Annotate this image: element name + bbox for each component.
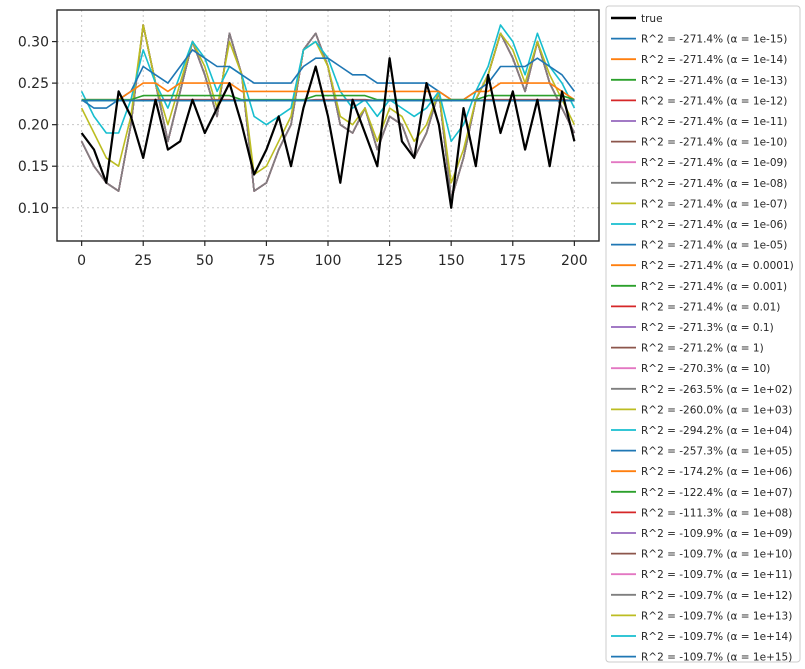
- x-tick-label-1: 25: [134, 253, 152, 269]
- legend-label-27: R^2 = -109.7% (α = 1e+11): [641, 569, 792, 581]
- legend-label-29: R^2 = -109.7% (α = 1e+13): [641, 610, 792, 622]
- legend-label-7: R^2 = -271.4% (α = 1e-09): [641, 157, 787, 169]
- legend-label-2: R^2 = -271.4% (α = 1e-14): [641, 54, 787, 66]
- x-tick-label-8: 200: [561, 253, 588, 269]
- legend-label-31: R^2 = -109.7% (α = 1e+15): [641, 652, 792, 664]
- x-tick-label-5: 125: [376, 253, 403, 269]
- series-line-14: [81, 98, 575, 102]
- legend-label-4: R^2 = -271.4% (α = 1e-12): [641, 95, 787, 107]
- y-tick-label-4: 0.30: [18, 35, 49, 51]
- x-tick-label-2: 50: [196, 253, 214, 269]
- legend-label-26: R^2 = -109.7% (α = 1e+10): [641, 549, 792, 561]
- legend-label-13: R^2 = -271.4% (α = 0.001): [641, 281, 787, 293]
- legend-label-24: R^2 = -111.3% (α = 1e+08): [641, 507, 792, 519]
- legend-label-12: R^2 = -271.4% (α = 0.0001): [641, 260, 794, 272]
- legend-label-23: R^2 = -122.4% (α = 1e+07): [641, 487, 792, 499]
- axis-ticks: 0 25 50 75 100 125 150 175 200 0.10 0.15 0.20 0.25 0.…: [18, 35, 588, 269]
- x-tick-label-4: 100: [315, 253, 342, 269]
- legend-label-1: R^2 = -271.4% (α = 1e-15): [641, 34, 787, 46]
- legend-label-17: R^2 = -270.3% (α = 10): [641, 363, 770, 375]
- y-tick-label-2: 0.20: [18, 118, 49, 134]
- x-tick-label-7: 175: [499, 253, 526, 269]
- legend-label-9: R^2 = -271.4% (α = 1e-07): [641, 198, 787, 210]
- x-tick-label-3: 75: [257, 253, 275, 269]
- legend-label-21: R^2 = -257.3% (α = 1e+05): [641, 446, 792, 458]
- legend-label-28: R^2 = -109.7% (α = 1e+12): [641, 590, 792, 602]
- series-line-9: [80, 24, 576, 184]
- legend-label-0: true: [641, 13, 663, 25]
- legend: true R^2 = -271.4% (α = 1e-15) R^2 = -271.…: [605, 5, 801, 664]
- legend-label-20: R^2 = -294.2% (α = 1e+04): [641, 425, 792, 437]
- plot-series: [80, 24, 576, 209]
- legend-label-15: R^2 = -271.3% (α = 0.1): [641, 322, 774, 334]
- y-tick-label-1: 0.15: [18, 159, 49, 175]
- legend-label-5: R^2 = -271.4% (α = 1e-11): [641, 116, 787, 128]
- legend-label-3: R^2 = -271.4% (α = 1e-13): [641, 75, 787, 87]
- y-tick-label-3: 0.25: [18, 76, 49, 92]
- legend-label-14: R^2 = -271.4% (α = 0.01): [641, 301, 780, 313]
- series-line-0: [80, 57, 576, 209]
- legend-label-6: R^2 = -271.4% (α = 1e-10): [641, 137, 787, 149]
- legend-label-18: R^2 = -263.5% (α = 1e+02): [641, 384, 792, 396]
- legend-label-25: R^2 = -109.9% (α = 1e+09): [641, 528, 792, 540]
- y-tick-label-0: 0.10: [18, 201, 49, 217]
- legend-label-19: R^2 = -260.0% (α = 1e+03): [641, 404, 792, 416]
- series-line-11: [81, 49, 576, 109]
- legend-label-11: R^2 = -271.4% (α = 1e-05): [641, 240, 787, 252]
- legend-label-16: R^2 = -271.2% (α = 1): [641, 343, 764, 355]
- legend-label-8: R^2 = -271.4% (α = 1e-08): [641, 178, 787, 190]
- legend-label-30: R^2 = -109.7% (α = 1e+14): [641, 631, 792, 643]
- x-tick-label-0: 0: [77, 253, 86, 269]
- series-line-12: [81, 82, 575, 101]
- legend-frame: [605, 5, 801, 663]
- legend-label-10: R^2 = -271.4% (α = 1e-06): [641, 219, 787, 231]
- x-tick-label-6: 150: [438, 253, 465, 269]
- legend-label-22: R^2 = -174.2% (α = 1e+06): [641, 466, 792, 478]
